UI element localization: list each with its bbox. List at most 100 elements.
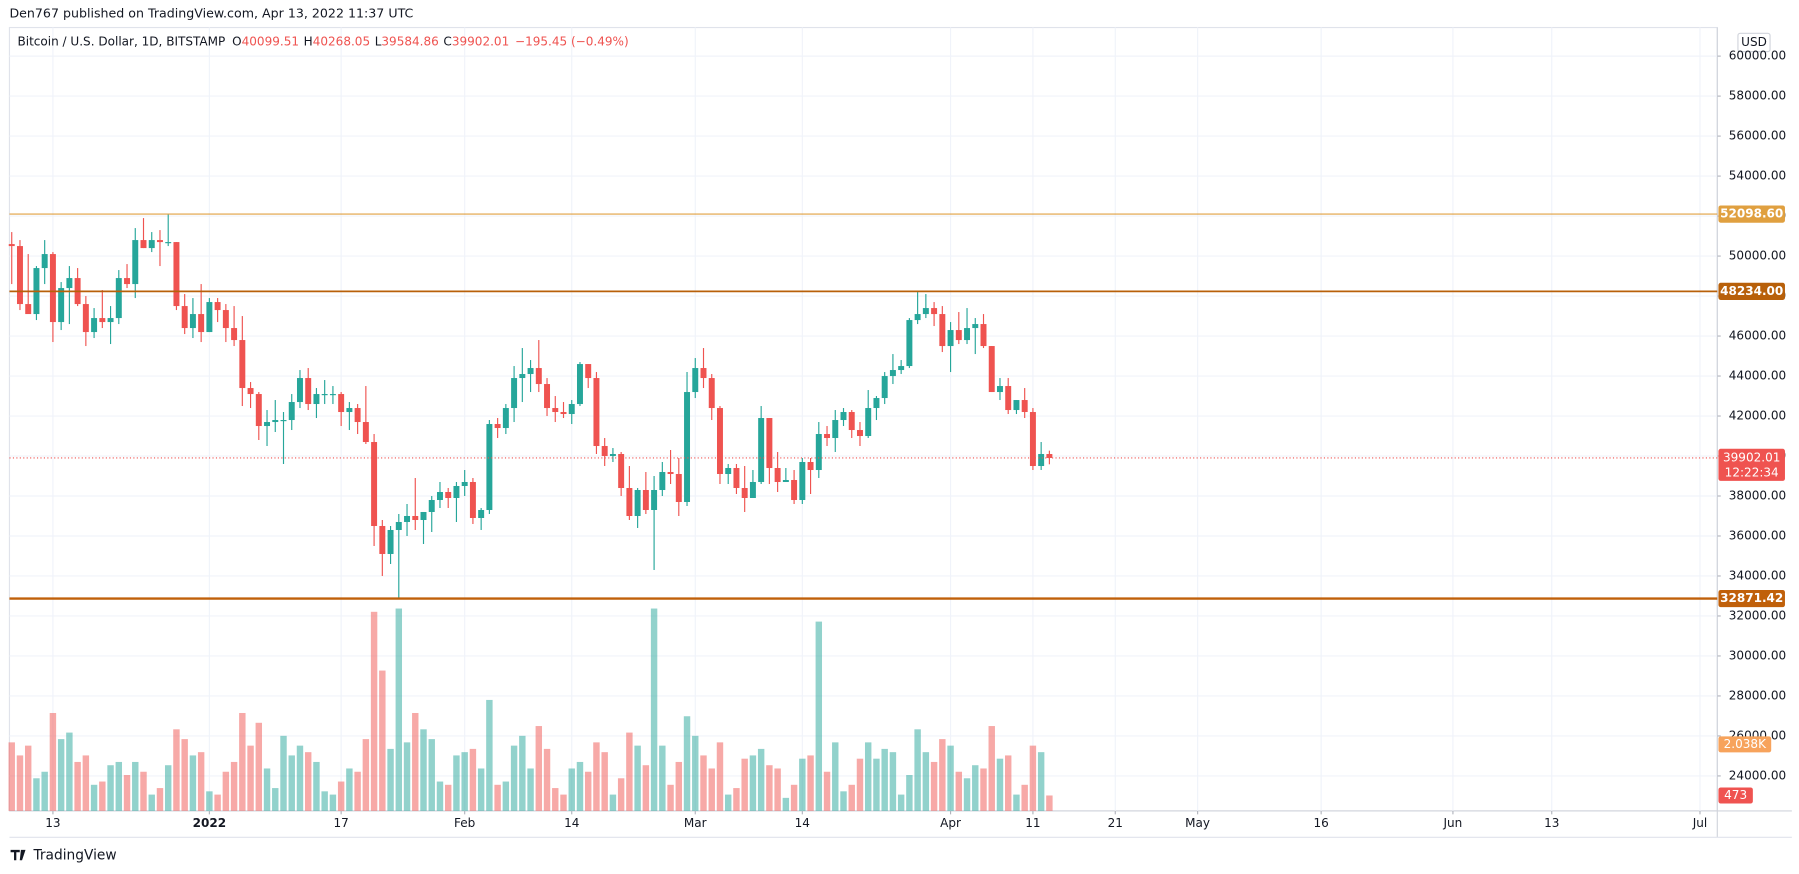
- volume-bar: [337, 781, 345, 811]
- candle-body: [733, 468, 740, 489]
- candle-body: [222, 310, 229, 329]
- candle-body: [91, 318, 98, 333]
- volume-bar: [972, 765, 979, 811]
- volume-bar: [1004, 755, 1012, 811]
- volume-bar: [321, 791, 328, 811]
- volume-bar: [420, 729, 427, 811]
- volume-bar: [724, 794, 732, 811]
- volume-bar: [914, 729, 921, 811]
- volume-bar: [552, 788, 559, 811]
- volume-bar: [1037, 752, 1045, 811]
- candle-body: [840, 412, 847, 421]
- volume-bar: [881, 748, 888, 811]
- candle-body: [198, 314, 205, 333]
- level-label: 52098.60: [1720, 207, 1783, 221]
- candle-body: [601, 446, 608, 457]
- candle-body: [758, 418, 765, 483]
- volume-bar: [57, 739, 65, 811]
- candle-body: [1013, 400, 1020, 411]
- candle-body: [906, 320, 913, 367]
- volume-bar: [140, 771, 147, 811]
- candle-body: [972, 324, 979, 329]
- volume-bar: [197, 752, 205, 811]
- candle-body: [329, 394, 336, 396]
- candle-body: [576, 364, 583, 405]
- volume-bar: [790, 784, 798, 811]
- candle-body: [41, 254, 48, 269]
- candle-body: [560, 412, 567, 415]
- candle-body: [939, 314, 946, 347]
- volume-bar: [8, 742, 15, 811]
- volume-bar: [683, 716, 691, 811]
- x-tick-label: 2022: [193, 816, 227, 830]
- legend: Bitcoin / U.S. Dollar, 1D, BITSTAMP O4009…: [17, 34, 628, 48]
- legend-value: 39902.01: [452, 34, 509, 48]
- volume-bar: [263, 768, 271, 811]
- candle-body: [461, 482, 468, 487]
- volume-bar: [222, 771, 230, 811]
- volume-bar: [584, 771, 592, 811]
- candle-body: [741, 488, 748, 499]
- volume-bar: [82, 755, 90, 811]
- candle-body: [511, 378, 518, 409]
- candle-body: [305, 378, 312, 405]
- candle-body: [58, 288, 65, 323]
- volume-bar: [675, 761, 683, 811]
- candle-body: [980, 324, 987, 347]
- y-tick-label: 34000.00: [1729, 568, 1786, 582]
- candle-body: [140, 240, 147, 249]
- volume-bar: [304, 752, 312, 811]
- volume-bar: [461, 752, 468, 811]
- volume-bar: [601, 752, 608, 811]
- candle-body: [815, 434, 822, 471]
- candle-body: [593, 378, 600, 447]
- y-tick-label: 50000.00: [1729, 249, 1786, 263]
- candle-body: [247, 388, 254, 395]
- last-volume-label: 473: [1724, 788, 1747, 802]
- candle-body: [99, 318, 106, 323]
- legend-symbol: Bitcoin / U.S. Dollar, 1D, BITSTAMP: [17, 34, 225, 48]
- x-tick-label: 14: [795, 816, 810, 830]
- candle-body: [922, 308, 929, 315]
- y-tick-label: 24000.00: [1729, 768, 1786, 782]
- volume-bar: [757, 748, 765, 811]
- candle-body: [675, 474, 682, 502]
- volume-bar: [477, 768, 485, 811]
- legend-value: 39584.86: [381, 34, 438, 48]
- y-tick-label: 46000.00: [1729, 329, 1786, 343]
- candle-body: [1046, 454, 1053, 458]
- volume-bar: [24, 745, 32, 811]
- volume-bar: [527, 768, 534, 811]
- candle-body: [700, 368, 707, 379]
- volume-bar: [354, 771, 361, 811]
- volume-bar: [568, 768, 575, 811]
- volume-bar: [930, 761, 938, 811]
- volume-bar: [510, 745, 518, 811]
- candle-body: [609, 454, 616, 457]
- candle-body: [428, 499, 435, 512]
- volume-bar: [502, 781, 510, 811]
- candle-body: [585, 364, 592, 379]
- last-volume-bg: [1718, 787, 1753, 804]
- candle-body: [494, 424, 501, 429]
- volume-bar: [617, 778, 625, 811]
- x-tick-label: Feb: [454, 816, 475, 830]
- candle-body: [535, 368, 542, 385]
- volume-bar: [996, 758, 1004, 811]
- volume-bar: [296, 745, 304, 811]
- x-tick-label: 13: [1544, 816, 1559, 830]
- candle-body: [865, 408, 872, 437]
- candle-body: [1038, 454, 1045, 467]
- volume-bar: [840, 791, 847, 811]
- candle-body: [214, 302, 221, 311]
- candle-body: [148, 240, 155, 249]
- volume-bar: [469, 748, 477, 811]
- volume-bar: [49, 712, 57, 811]
- volume-bar: [560, 794, 567, 811]
- candle-body: [544, 384, 551, 409]
- volume-bar: [379, 670, 386, 811]
- candle-body: [684, 392, 691, 502]
- volume-bar: [444, 784, 452, 811]
- x-tick-label: Jul: [1692, 816, 1708, 830]
- volume-bar: [922, 752, 930, 811]
